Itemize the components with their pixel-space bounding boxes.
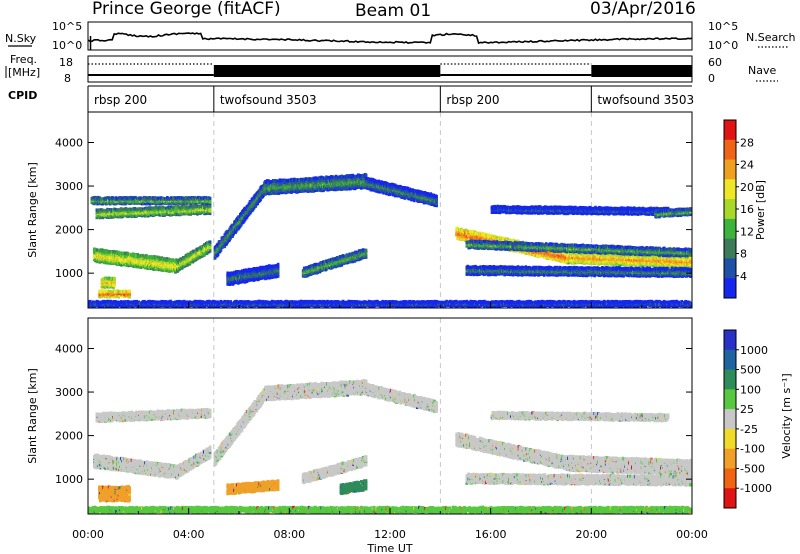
beam-title: Beam 01 <box>355 1 431 21</box>
nsearch-tick-bottom: 10^0 <box>708 39 738 52</box>
cpid-segment-label: twofsound 3503 <box>220 93 317 107</box>
nave-tick-bottom: 0 <box>708 72 715 85</box>
date-title: 03/Apr/2016 <box>590 0 696 19</box>
cpid-segment-label: twofsound 3503 <box>597 93 694 107</box>
nsky-tick-top: 10^5 <box>52 20 82 33</box>
nsky-label: N.Sky <box>5 32 37 45</box>
freq-tick-bottom: 8 <box>64 72 71 85</box>
freq-unit: [MHz] <box>8 66 40 79</box>
nsearch-tick-top: 10^5 <box>708 20 738 33</box>
cpid-label: CPID <box>8 89 37 102</box>
freq-tick-top: 18 <box>59 56 73 69</box>
nave-label: Nave <box>748 64 776 77</box>
nsky-line <box>88 33 692 43</box>
freq-label: Freq. <box>10 53 37 66</box>
nave-tick-top: 60 <box>708 56 722 69</box>
nsky-tick-bottom: 10^0 <box>52 39 82 52</box>
heatmap-cell <box>209 240 212 243</box>
nsky-panel: N.Sky 10^5 10^0 10^5 10^0 N.Search <box>5 20 796 52</box>
heatmap-cell <box>113 277 116 280</box>
nsearch-label: N.Search <box>746 31 796 44</box>
heatmap-cell <box>128 290 131 293</box>
cpid-segment-label: rbsp 200 <box>94 93 147 107</box>
freq-block <box>591 65 692 77</box>
station-title: Prince George (fitACF) <box>92 0 281 19</box>
freq-panel: Freq. [MHz] 18 8 60 0 Nave <box>6 53 778 85</box>
freq-block <box>214 65 440 77</box>
cpid-segment-label: rbsp 200 <box>446 93 499 107</box>
heatmap-cell <box>209 197 212 200</box>
